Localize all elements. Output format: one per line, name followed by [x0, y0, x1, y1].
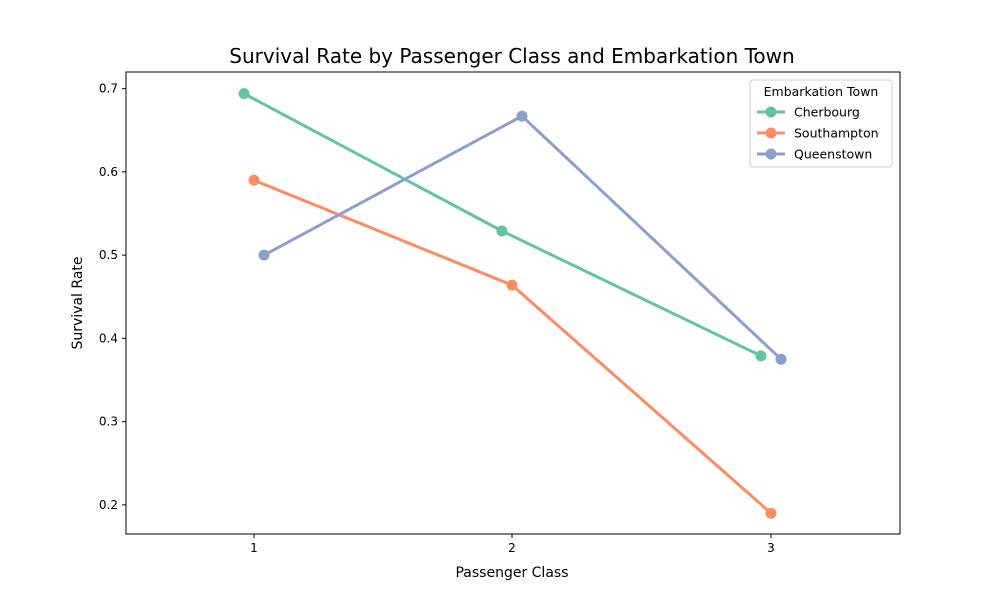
series-queenstown [258, 110, 787, 365]
plot-area [125, 71, 901, 535]
data-point [506, 279, 518, 291]
y-axis: 0.2 0.3 0.4 0.5 0.6 0.7 [99, 82, 126, 512]
y-tick-label: 0.7 [99, 82, 118, 96]
series-line [262, 114, 783, 361]
legend-item: Cherbourg [757, 105, 860, 120]
data-point [516, 110, 528, 122]
data-point [765, 507, 777, 519]
y-axis-label: Survival Rate [70, 257, 86, 350]
legend-item: Southampton [757, 126, 879, 141]
data-point [238, 88, 250, 100]
x-tick-label: 3 [767, 541, 775, 555]
data-point [248, 174, 260, 186]
series-cherbourg [238, 88, 767, 362]
legend-label: Cherbourg [794, 105, 860, 120]
x-axis-label: Passenger Class [455, 565, 568, 581]
data-point [775, 353, 787, 365]
series-southampton [248, 174, 777, 519]
legend: Embarkation Town Cherbourg Southampton Que… [749, 79, 893, 168]
legend-box [749, 79, 893, 168]
x-tick-label: 2 [508, 541, 516, 555]
legend-marker [765, 148, 777, 160]
x-tick-label: 1 [250, 541, 258, 555]
y-tick-label: 0.3 [99, 415, 118, 429]
chart-title: Survival Rate by Passenger Class and Emb… [229, 44, 794, 68]
y-tick-label: 0.4 [99, 331, 118, 345]
y-tick-label: 0.6 [99, 165, 118, 179]
series-line [252, 178, 773, 515]
legend-title: Embarkation Town [764, 84, 879, 99]
legend-label: Southampton [794, 126, 879, 141]
series-layer [238, 88, 787, 519]
y-tick-label: 0.5 [99, 248, 118, 262]
legend-marker [765, 127, 777, 139]
legend-label: Queenstown [794, 147, 872, 162]
legend-marker [765, 106, 777, 118]
y-tick-label: 0.2 [99, 498, 118, 512]
data-point [755, 350, 767, 362]
legend-item: Queenstown [757, 147, 872, 162]
x-axis: 1 2 3 [250, 534, 775, 555]
data-point [496, 225, 508, 237]
data-point [258, 249, 270, 261]
